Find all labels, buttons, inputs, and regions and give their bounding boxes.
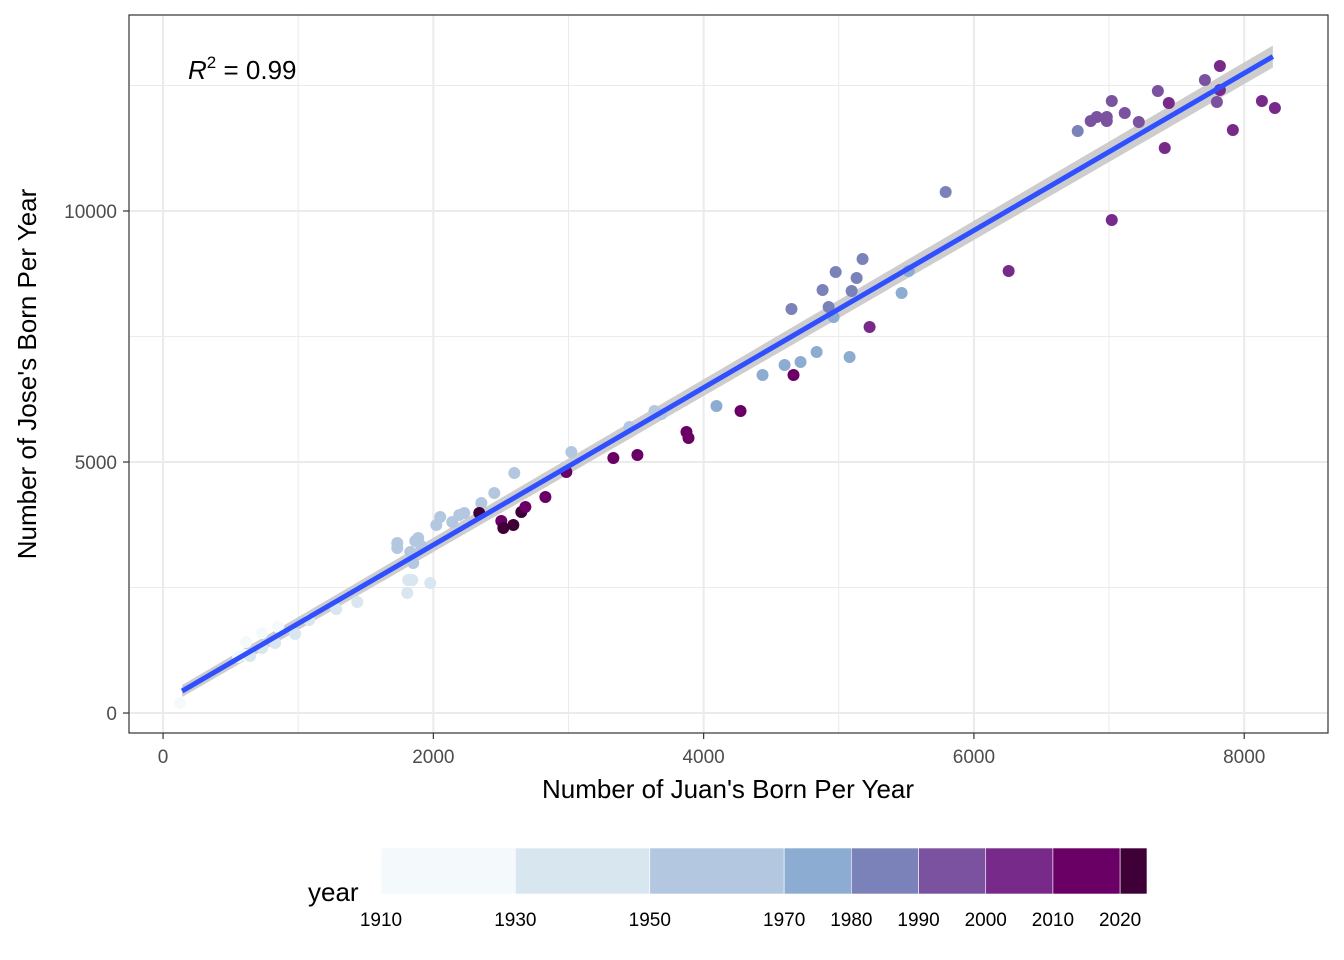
- data-point: [488, 487, 501, 500]
- regression-line: [180, 54, 1275, 694]
- data-point: [565, 446, 578, 459]
- data-point: [507, 519, 520, 532]
- y-tick-label: 0: [106, 704, 117, 725]
- axis-ticks: 0 2000 4000 6000 8000 0 5000 10000: [64, 202, 1265, 768]
- data-point: [519, 500, 532, 513]
- data-point: [1255, 94, 1268, 107]
- data-point: [710, 400, 723, 413]
- panel-border: [128, 14, 1329, 734]
- legend-color-bin: [649, 847, 785, 895]
- data-point: [1105, 94, 1118, 107]
- data-point: [289, 628, 302, 641]
- legend-break-label: 1970: [763, 910, 805, 931]
- data-point: [240, 636, 253, 649]
- legend-color-bin: [1052, 847, 1121, 895]
- data-point: [1118, 106, 1131, 119]
- data-point: [351, 596, 364, 609]
- data-point: [1268, 102, 1281, 115]
- data-point: [810, 346, 823, 359]
- grid: [129, 15, 1328, 733]
- data-point: [863, 321, 876, 334]
- legend-break-label: 2020: [1099, 910, 1141, 931]
- legend-color-bin: [783, 847, 852, 895]
- regression-line-path: [180, 54, 1275, 694]
- data-point: [631, 449, 644, 462]
- x-tick-label: 2000: [412, 747, 454, 768]
- legend-color-bin: [985, 847, 1054, 895]
- data-point: [406, 573, 419, 586]
- data-point: [856, 252, 869, 265]
- data-point: [434, 511, 447, 524]
- data-point: [539, 490, 552, 503]
- y-tick-label: 10000: [64, 202, 117, 223]
- legend-break-label: 1990: [897, 910, 939, 931]
- data-point: [391, 537, 404, 550]
- legend-color-bin: [918, 847, 987, 895]
- data-point: [1151, 85, 1164, 98]
- data-point: [850, 272, 863, 285]
- legend-break-label: 2000: [965, 910, 1007, 931]
- y-axis-title: Number of Jose's Born Per Year: [12, 188, 42, 559]
- legend-color-bin: [851, 847, 919, 895]
- data-point: [787, 369, 800, 382]
- data-point: [1226, 124, 1239, 137]
- legend-color-bin: [380, 847, 516, 895]
- data-point: [1132, 116, 1145, 129]
- data-point: [845, 284, 858, 297]
- data-point: [174, 697, 187, 710]
- legend-title: year: [308, 877, 359, 907]
- data-point: [1071, 125, 1084, 138]
- data-point: [272, 621, 285, 634]
- data-point: [822, 300, 835, 313]
- legend-color-bin: [1119, 847, 1148, 895]
- data-point: [1198, 74, 1211, 87]
- data-point: [1158, 141, 1171, 154]
- data-point: [756, 369, 769, 382]
- data-point: [785, 302, 798, 315]
- x-tick-label: 8000: [1223, 747, 1265, 768]
- data-point: [409, 535, 422, 548]
- data-point: [778, 359, 791, 372]
- legend-break-label: 1980: [830, 910, 872, 931]
- data-point: [401, 587, 414, 600]
- data-point: [1002, 264, 1015, 277]
- data-point: [1105, 213, 1118, 226]
- data-point: [1162, 97, 1175, 110]
- data-point: [424, 576, 437, 589]
- x-axis-title: Number of Juan's Born Per Year: [542, 774, 914, 804]
- color-legend: year 1910 1930 1950 1970 1980 1990 2000 2010 202…: [308, 847, 1148, 931]
- x-tick-label: 0: [158, 747, 169, 768]
- r-squared-annotation: R2 = 0.99: [188, 53, 296, 85]
- legend-break-label: 1930: [494, 910, 536, 931]
- legend-break-label: 2010: [1032, 910, 1074, 931]
- data-point: [682, 432, 695, 445]
- data-point: [1213, 60, 1226, 73]
- data-point: [256, 626, 269, 639]
- data-point: [607, 451, 620, 464]
- data-point: [734, 404, 747, 417]
- data-point: [829, 265, 842, 278]
- legend-break-label: 1910: [360, 910, 402, 931]
- data-point: [1090, 111, 1103, 124]
- x-tick-label: 6000: [953, 747, 995, 768]
- data-point: [843, 350, 856, 363]
- points: [174, 60, 1281, 710]
- data-point: [939, 186, 952, 199]
- y-tick-label: 5000: [75, 453, 117, 474]
- data-point: [816, 284, 829, 297]
- legend-color-bin: [515, 847, 651, 895]
- data-point: [508, 466, 521, 479]
- data-point: [794, 356, 807, 369]
- data-point: [497, 522, 510, 535]
- legend-break-label: 1950: [629, 910, 671, 931]
- data-point: [895, 286, 908, 299]
- data-point: [475, 497, 488, 510]
- x-tick-label: 4000: [682, 747, 724, 768]
- data-point: [1210, 96, 1223, 109]
- data-point: [1100, 111, 1113, 124]
- data-point: [458, 507, 471, 520]
